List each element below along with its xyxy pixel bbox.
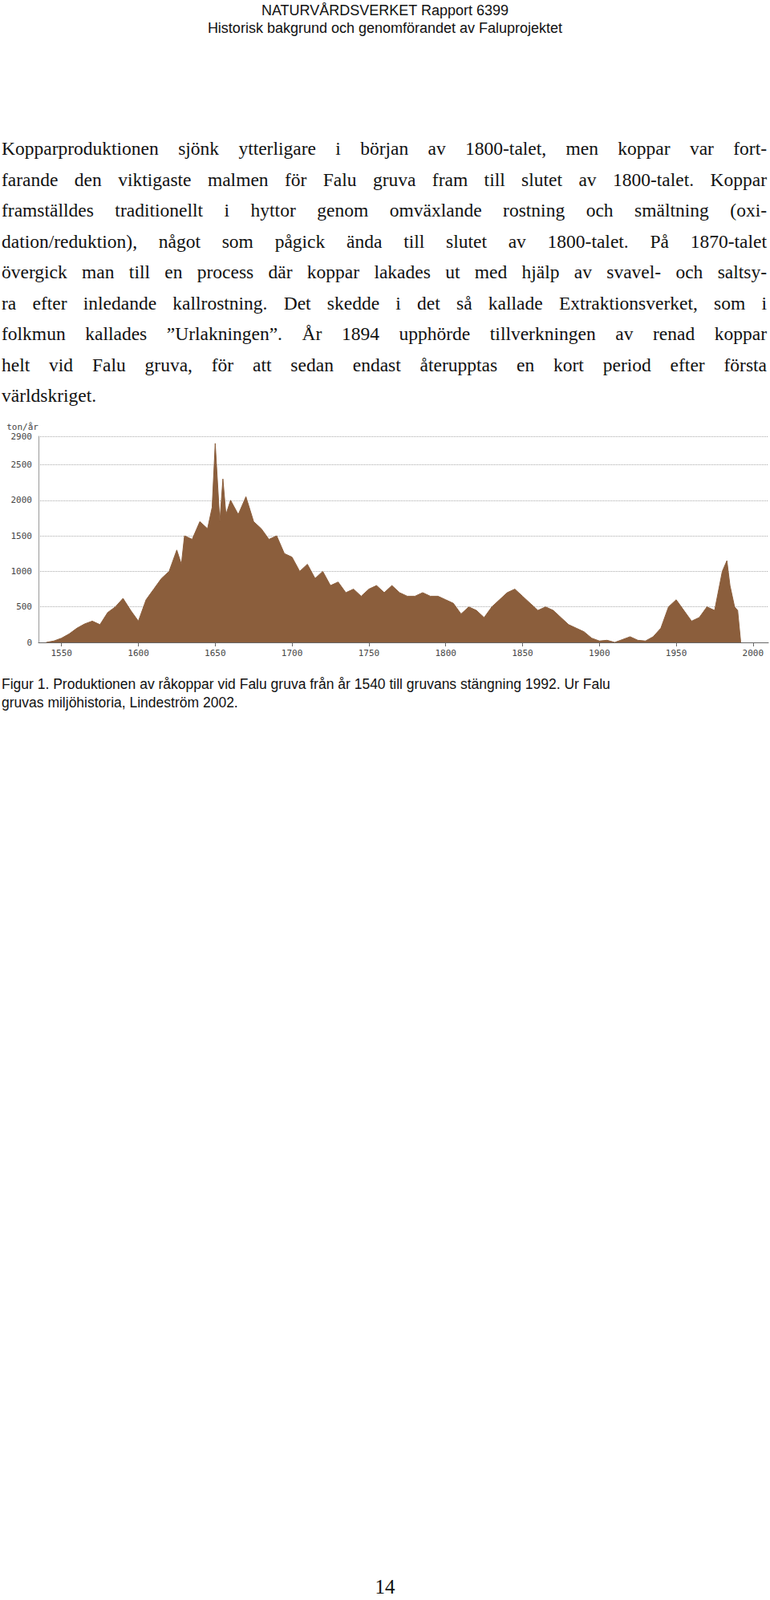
svg-text:1550: 1550 <box>50 648 73 659</box>
svg-text:1000: 1000 <box>11 566 33 577</box>
svg-text:500: 500 <box>16 601 33 612</box>
html-text:övergick man till en process d: övergick man till en process där koppar … <box>1 261 767 283</box>
html-text:helt vid Falu gruva, för att s: helt vid Falu gruva, för att sedan endas… <box>1 354 767 375</box>
svg-text:1800: 1800 <box>434 648 457 659</box>
svg-text:2000: 2000 <box>11 494 33 506</box>
svg-text:1500: 1500 <box>11 530 33 542</box>
svg-text:1750: 1750 <box>358 648 381 659</box>
html-text:världskriget.: världskriget. <box>1 385 97 406</box>
svg-text:1850: 1850 <box>511 648 534 659</box>
svg-text:ton/år: ton/år <box>6 421 39 433</box>
svg-text:1900: 1900 <box>588 648 611 659</box>
svg-text:1600: 1600 <box>127 648 150 659</box>
svg-text:1700: 1700 <box>281 648 304 659</box>
svg-text:2000: 2000 <box>742 648 765 659</box>
svg-text:2900: 2900 <box>11 431 33 442</box>
html-text:farande den viktigaste malmen: farande den viktigaste malmen för Falu g… <box>1 168 767 190</box>
html-text:ra efter inledande kallrostnin: ra efter inledande kallrostning. Det ske… <box>1 292 767 314</box>
svg-text:1650: 1650 <box>204 648 227 659</box>
html-text:gruvas miljöhistoria, Lindestr: gruvas miljöhistoria, Lindeström 2002. <box>1 694 238 711</box>
html-text:dation/reduktion), något som p: dation/reduktion), något som pågick ända… <box>1 230 767 252</box>
html-text:NATURVÅRDSVERKET Rapport 6399: NATURVÅRDSVERKET Rapport 6399 <box>261 2 509 19</box>
html-text:14: 14 <box>374 1576 396 1598</box>
html-text:folkmun kallades ”Urlakningen”: folkmun kallades ”Urlakningen”. År 1894 … <box>1 323 767 345</box>
svg-text:0: 0 <box>26 637 33 649</box>
html-text:framställdes traditionellt i h: framställdes traditionellt i hyttor geno… <box>1 199 767 221</box>
html-text:Kopparproduktionen sjönk ytter: Kopparproduktionen sjönk ytterligare i b… <box>1 137 767 159</box>
svg-text:1950: 1950 <box>665 648 688 659</box>
svg-text:2500: 2500 <box>11 459 33 471</box>
html-text:Historisk bakgrund och genomfö: Historisk bakgrund och genomförandet av … <box>207 20 563 37</box>
html-text:Figur 1. Produktionen av råkop: Figur 1. Produktionen av råkoppar vid Fa… <box>1 676 611 693</box>
